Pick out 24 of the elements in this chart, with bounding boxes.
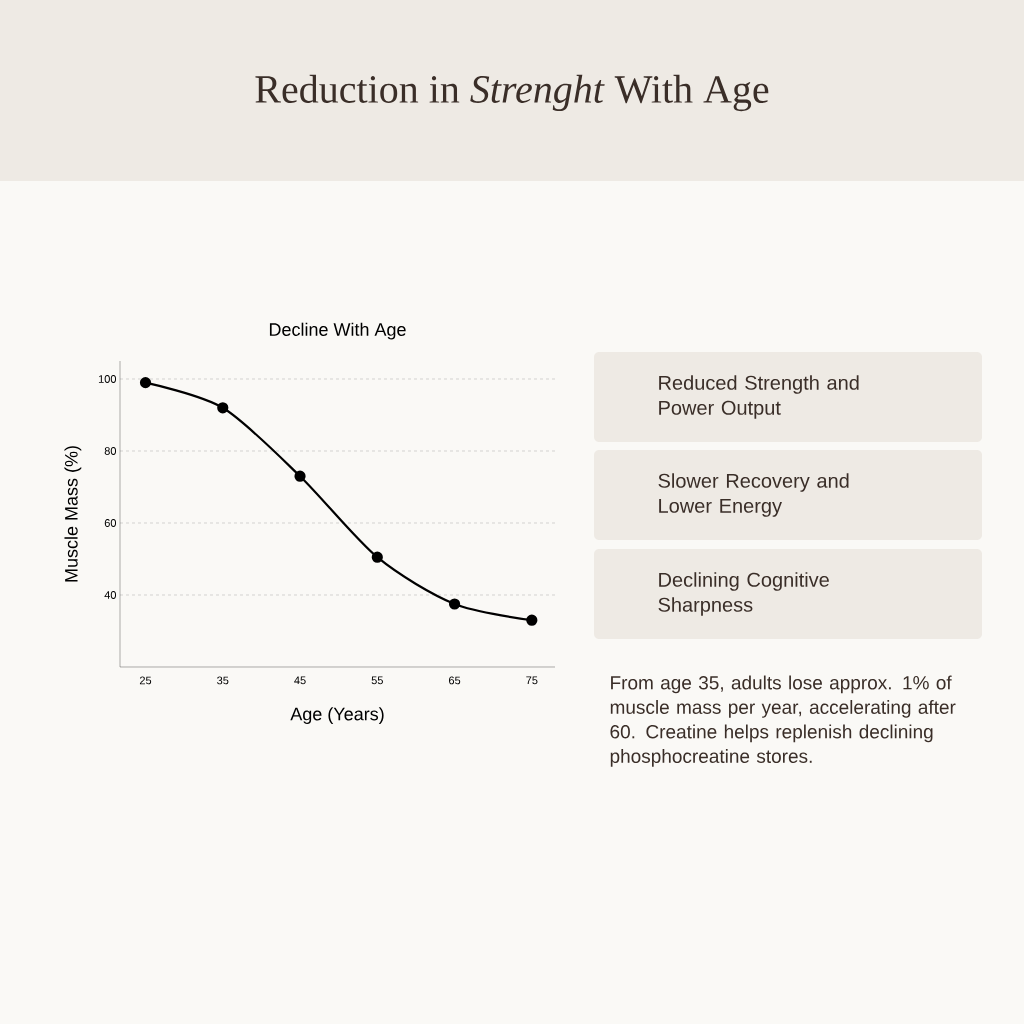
text: From age 35, adults lose approx. 1% of muscle mass per year, accelerating after 60. Creatine helps replenish declining phosphocreatine stores. <box>610 675 956 767</box>
y-tick-label: 40 <box>104 591 117 599</box>
point <box>371 551 383 563</box>
x-tick-label: 25 <box>139 676 152 685</box>
point <box>526 614 538 626</box>
x-axis-title: Age (Years) <box>290 707 384 724</box>
text: Reduction in Strenght With Age <box>255 74 769 112</box>
y-tick-label: 80 <box>104 447 117 455</box>
chart-title: Decline With Age <box>269 322 406 340</box>
x-tick-label: 55 <box>371 676 383 685</box>
text: Slower Recovery and Lower Energy <box>658 473 849 517</box>
point <box>139 377 152 389</box>
point <box>217 402 229 414</box>
x-tick-label: 35 <box>217 676 229 685</box>
y-tick-label: 100 <box>98 375 117 383</box>
y-axis-title: Muscle Mass (%) <box>64 446 82 582</box>
x-tick-label: 65 <box>449 676 461 685</box>
point <box>448 598 461 610</box>
text: Reduced Strength and Power Output <box>659 375 859 419</box>
point <box>294 470 306 482</box>
y-tick-label: 60 <box>104 519 117 527</box>
text: Declining Cognitive Sharpness <box>658 572 829 616</box>
x-tick-label: 75 <box>526 676 538 685</box>
x-tick-label: 45 <box>294 676 306 685</box>
